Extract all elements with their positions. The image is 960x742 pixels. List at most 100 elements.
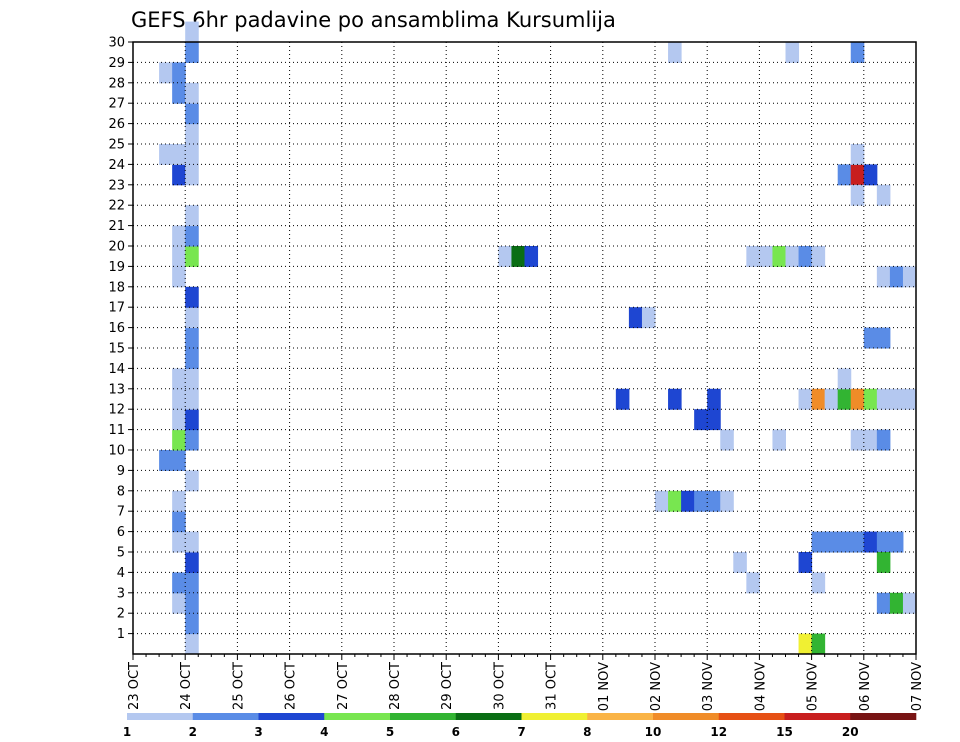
precip-cell bbox=[172, 409, 186, 431]
precip-cell bbox=[902, 592, 917, 614]
precip-cell bbox=[850, 184, 865, 206]
x-tick-label: 25 OCT bbox=[231, 662, 246, 710]
precip-cell bbox=[824, 388, 839, 410]
precip-cell bbox=[185, 388, 199, 410]
precip-cell bbox=[720, 429, 734, 451]
precip-cell bbox=[172, 511, 186, 533]
precip-cell bbox=[889, 266, 904, 288]
precip-cell bbox=[902, 266, 917, 288]
precip-cell bbox=[172, 82, 186, 104]
precip-cell bbox=[837, 368, 852, 390]
precip-cell bbox=[889, 531, 904, 553]
precip-cell bbox=[707, 388, 721, 410]
precip-cell bbox=[185, 42, 199, 63]
precip-cell bbox=[172, 490, 186, 512]
precip-cell bbox=[798, 552, 813, 573]
colorbar-label: 20 bbox=[842, 725, 859, 739]
precip-cell bbox=[185, 164, 199, 186]
x-tick-label: 02 NOV bbox=[649, 662, 664, 711]
precip-cell bbox=[876, 388, 891, 410]
precip-cell bbox=[850, 388, 865, 410]
precip-cell bbox=[668, 42, 682, 63]
precip-cell bbox=[172, 62, 186, 84]
colorbar-label: 7 bbox=[517, 725, 525, 739]
y-tick-label: 1 bbox=[117, 627, 125, 642]
precip-cell bbox=[707, 490, 721, 512]
precip-cell bbox=[707, 409, 721, 431]
precip-cell bbox=[172, 266, 186, 288]
precip-cell bbox=[876, 184, 891, 206]
colorbar-label: 3 bbox=[254, 725, 262, 739]
x-tick-label: 03 NOV bbox=[701, 662, 716, 711]
precip-cell bbox=[185, 144, 199, 165]
y-tick-label: 2 bbox=[117, 607, 125, 622]
colorbar-swatch bbox=[127, 713, 194, 720]
x-tick-label: 31 OCT bbox=[545, 662, 560, 710]
precip-cell bbox=[863, 531, 878, 553]
chart-title: GEFS 6hr padavine po ansamblima Kursumli… bbox=[131, 8, 616, 32]
precip-cell bbox=[185, 368, 199, 390]
precip-cell bbox=[876, 531, 891, 553]
precip-cell bbox=[772, 246, 786, 267]
precip-cell bbox=[837, 531, 852, 553]
gridlines bbox=[133, 42, 916, 654]
precip-cell bbox=[159, 144, 173, 165]
y-tick-label: 17 bbox=[108, 301, 125, 316]
y-tick-label: 19 bbox=[108, 260, 125, 275]
precip-cell bbox=[837, 164, 852, 186]
y-tick-label: 26 bbox=[108, 117, 125, 132]
precip-cell bbox=[694, 490, 708, 512]
colorbar-swatch bbox=[390, 713, 457, 720]
x-tick-label: 28 OCT bbox=[388, 662, 403, 710]
y-tick-label: 25 bbox=[108, 138, 125, 153]
precip-cell bbox=[172, 592, 186, 614]
precip-cell bbox=[850, 164, 865, 186]
precip-cell bbox=[824, 531, 839, 553]
precip-cell bbox=[681, 490, 695, 512]
x-tick-label: 05 NOV bbox=[806, 662, 821, 711]
y-tick-label: 30 bbox=[108, 36, 125, 51]
colorbar-swatch bbox=[653, 713, 720, 720]
precip-cell bbox=[185, 552, 199, 573]
colorbar-swatch bbox=[784, 713, 851, 720]
precip-cell bbox=[759, 246, 773, 267]
precip-cell bbox=[185, 205, 199, 227]
x-tick-label: 24 OCT bbox=[179, 662, 194, 710]
precip-cell bbox=[668, 490, 682, 512]
colorbar-swatch bbox=[718, 713, 785, 720]
precip-cell bbox=[172, 164, 186, 186]
precip-cell bbox=[668, 388, 682, 410]
colorbar-swatch bbox=[521, 713, 588, 720]
precip-cell bbox=[185, 307, 199, 329]
precip-cell bbox=[172, 246, 186, 267]
x-tick-label: 29 OCT bbox=[440, 662, 455, 710]
precip-cell bbox=[850, 144, 865, 165]
precip-cell bbox=[185, 123, 199, 145]
precip-cell bbox=[876, 327, 891, 349]
precip-cell bbox=[172, 429, 186, 451]
precip-cell bbox=[876, 266, 891, 288]
precip-cell bbox=[172, 144, 186, 165]
precip-cell bbox=[798, 246, 813, 267]
colorbar-label: 8 bbox=[583, 725, 591, 739]
precip-cell bbox=[902, 388, 917, 410]
precip-cell bbox=[772, 429, 786, 451]
precip-cell bbox=[785, 42, 800, 63]
y-axis: 1234567891011121314151617181920212223242… bbox=[108, 36, 133, 642]
colorbar-swatch bbox=[587, 713, 654, 720]
y-tick-label: 9 bbox=[117, 464, 125, 479]
precip-cell bbox=[498, 246, 512, 267]
precip-cell bbox=[837, 388, 852, 410]
colorbar-label: 2 bbox=[189, 725, 197, 739]
x-tick-label: 27 OCT bbox=[336, 662, 351, 710]
y-tick-label: 28 bbox=[108, 76, 125, 91]
colorbar-label: 6 bbox=[452, 725, 460, 739]
colorbar-swatch bbox=[850, 713, 917, 720]
precip-cell bbox=[889, 388, 904, 410]
x-tick-label: 06 NOV bbox=[858, 662, 873, 711]
precip-cell bbox=[185, 103, 199, 125]
y-tick-label: 27 bbox=[108, 97, 125, 112]
colorbar-label: 4 bbox=[320, 725, 328, 739]
precip-cell bbox=[185, 21, 199, 43]
precip-cell bbox=[811, 388, 826, 410]
